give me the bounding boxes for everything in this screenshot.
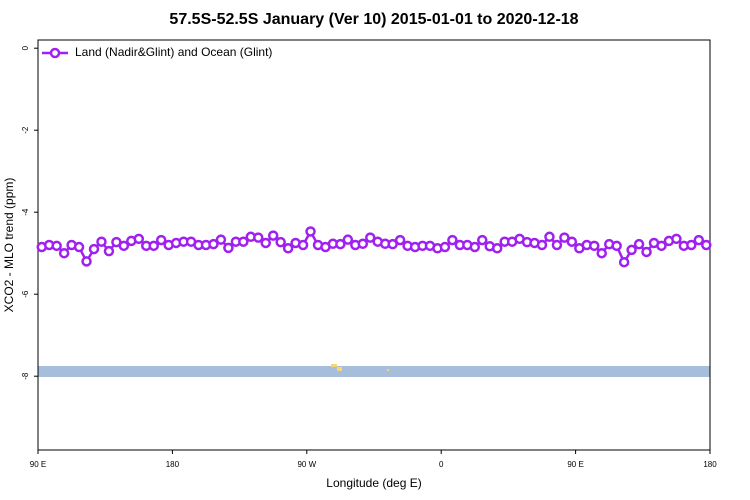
data-point	[544, 231, 555, 243]
data-point	[394, 234, 406, 246]
data-point	[357, 238, 369, 250]
data-point	[671, 233, 682, 245]
data-point	[260, 237, 271, 249]
y-tick-label: -4	[21, 208, 30, 216]
data-point	[701, 239, 712, 251]
data-point	[626, 244, 637, 256]
data-point	[566, 236, 578, 247]
data-point	[633, 238, 645, 250]
data-point	[133, 233, 145, 245]
data-point	[282, 243, 294, 254]
data-point	[589, 240, 600, 252]
y-tick-label: -8	[21, 372, 30, 380]
data-point	[439, 241, 451, 253]
data-point	[447, 234, 458, 246]
legend-label: Land (Nadir&Glint) and Ocean (Glint)	[75, 45, 272, 59]
land-speck	[331, 364, 337, 367]
data-point	[387, 238, 398, 250]
x-axis-label: Longitude (deg E)	[326, 476, 421, 490]
data-point	[559, 232, 570, 243]
data-point	[208, 238, 219, 250]
legend-marker	[49, 47, 61, 59]
data-point	[596, 247, 607, 259]
land-speck	[387, 369, 389, 371]
data-point	[335, 238, 346, 250]
x-tick-label: 0	[439, 460, 444, 469]
data-point	[73, 241, 85, 253]
data-point	[469, 241, 481, 253]
data-point	[641, 246, 652, 258]
data-point	[491, 243, 503, 254]
data-point	[96, 236, 107, 247]
data-point	[103, 245, 115, 257]
x-tick-label: 90 E	[30, 460, 46, 469]
data-point	[686, 239, 697, 251]
data-point	[297, 239, 309, 251]
data-point	[618, 256, 630, 268]
data-point	[267, 230, 279, 241]
x-tick-label: 180	[166, 460, 180, 469]
data-point	[275, 236, 286, 248]
land-speck	[337, 367, 342, 371]
data-point	[118, 240, 130, 252]
data-point	[51, 240, 62, 252]
y-tick-label: -2	[21, 126, 30, 134]
data-point	[88, 243, 100, 255]
data-point	[223, 242, 234, 254]
x-tick-label: 90 W	[297, 460, 316, 469]
data-point	[58, 247, 70, 259]
x-tick-label: 180	[703, 460, 717, 469]
data-point	[611, 240, 622, 252]
data-point	[305, 226, 316, 237]
data-point	[253, 232, 264, 243]
y-tick-label: 0	[21, 45, 30, 50]
data-point	[477, 234, 488, 246]
data-point	[155, 234, 167, 246]
data-point	[536, 239, 548, 251]
data-point	[342, 234, 354, 245]
data-point	[656, 240, 667, 252]
data-point	[365, 232, 376, 243]
data-point	[693, 234, 705, 246]
land-ocean-band	[38, 366, 710, 377]
data-point	[238, 236, 249, 247]
chart-title: 57.5S-52.5S January (Ver 10) 2015-01-01 …	[169, 11, 578, 28]
y-tick-label: -6	[21, 290, 30, 298]
data-point	[148, 240, 159, 252]
x-tick-label: 90 E	[567, 460, 583, 469]
y-axis-label: XCO2 - MLO trend (ppm)	[2, 178, 16, 313]
data-point	[551, 239, 563, 251]
data-point	[215, 234, 227, 245]
data-point	[81, 256, 92, 267]
